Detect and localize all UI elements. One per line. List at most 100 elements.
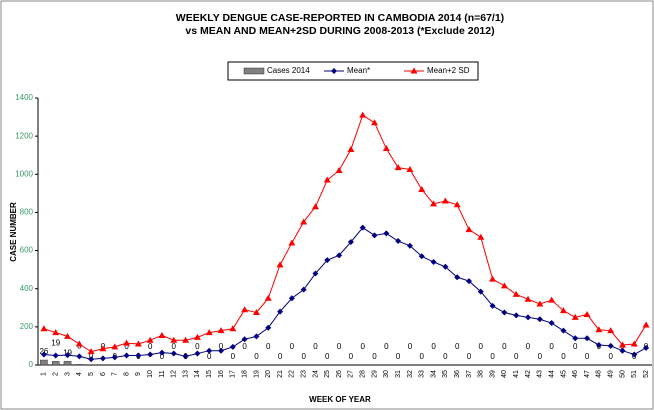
data-point: [158, 331, 166, 338]
data-label: 0: [431, 342, 436, 351]
data-label: 0: [396, 352, 401, 361]
x-tick-label: 44: [548, 370, 555, 378]
x-tick-label: 32: [407, 370, 414, 378]
data-point: [513, 312, 520, 319]
x-tick-label: 2: [53, 372, 60, 376]
data-point: [500, 282, 508, 289]
data-point: [182, 336, 190, 343]
x-tick-label: 29: [371, 370, 378, 378]
data-label: 0: [242, 342, 247, 351]
line: [43, 114, 647, 353]
data-point: [619, 347, 626, 354]
data-label: 0: [585, 352, 590, 361]
data-point: [406, 242, 413, 249]
data-point: [206, 347, 213, 354]
x-tick-label: 19: [253, 370, 260, 378]
x-tick-label: 45: [560, 370, 567, 378]
data-point: [584, 335, 591, 342]
data-point: [218, 347, 225, 354]
x-tick-label: 49: [608, 370, 615, 378]
data-point: [75, 340, 83, 347]
x-tick-label: 7: [112, 372, 119, 376]
data-point: [76, 353, 83, 360]
data-point: [595, 341, 602, 348]
bar: [40, 359, 48, 366]
data-point: [371, 232, 378, 239]
data-point: [335, 166, 343, 173]
data-point: [40, 325, 48, 332]
x-tick-label: 43: [537, 370, 544, 378]
x-tick-label: 25: [324, 370, 331, 378]
legend-box: [227, 61, 479, 81]
data-label: 0: [408, 342, 413, 351]
x-tick-label: 13: [182, 370, 189, 378]
x-tick-label: 16: [218, 370, 225, 378]
x-tick-label: 24: [312, 370, 319, 378]
data-point: [194, 350, 201, 357]
data-point: [418, 253, 425, 260]
data-label: 0: [490, 352, 495, 361]
x-tick-label: 17: [230, 370, 237, 378]
data-point: [265, 324, 272, 331]
data-point: [607, 327, 615, 334]
data-label: 0: [502, 342, 507, 351]
data-point: [441, 197, 449, 204]
x-axis-label: WEEK OF YEAR: [309, 395, 371, 404]
data-point: [300, 286, 307, 293]
data-point: [395, 238, 402, 245]
x-tick-label: 51: [631, 370, 638, 378]
data-point: [643, 344, 650, 351]
x-tick-label: 46: [572, 370, 579, 378]
data-label: 0: [479, 342, 484, 351]
data-point: [158, 349, 165, 356]
x-tick-label: 37: [466, 370, 473, 378]
y-tick-label: 600: [20, 246, 34, 255]
data-label: 0: [549, 342, 554, 351]
data-label: 19: [51, 338, 60, 347]
data-point: [454, 274, 461, 281]
data-point: [111, 343, 119, 350]
data-point: [631, 351, 638, 358]
data-point: [536, 316, 543, 323]
x-tick-label: 6: [100, 372, 107, 376]
x-tick-label: 39: [489, 370, 496, 378]
data-label: 0: [278, 352, 283, 361]
data-point: [410, 67, 418, 74]
data-label: 0: [455, 342, 460, 351]
data-label: 0: [325, 352, 330, 361]
data-point: [571, 313, 579, 320]
data-point: [512, 290, 520, 297]
data-point: [193, 333, 201, 340]
data-point: [642, 321, 650, 328]
data-point: [630, 340, 638, 347]
x-tick-label: 42: [525, 370, 532, 378]
data-point: [87, 348, 95, 355]
data-point: [489, 302, 496, 309]
data-point: [253, 333, 260, 340]
y-tick-label: 400: [20, 284, 34, 293]
x-tick-label: 20: [265, 370, 272, 378]
data-point: [52, 329, 60, 336]
x-tick-label: 11: [159, 370, 166, 377]
legend-label: Mean*: [347, 66, 370, 75]
legend-label: Cases 2014: [267, 66, 310, 75]
x-tick-label: 10: [147, 370, 154, 378]
data-label: 0: [148, 342, 153, 351]
data-label: 0: [561, 352, 566, 361]
y-tick-label: 1000: [15, 169, 33, 178]
x-tick-label: 14: [194, 370, 201, 378]
x-tick-label: 27: [348, 370, 355, 378]
data-label: 0: [160, 352, 165, 361]
data-label: 0: [608, 352, 613, 361]
data-label: 0: [526, 342, 531, 351]
data-point: [489, 275, 497, 282]
data-point: [312, 270, 319, 277]
x-tick-label: 33: [419, 370, 426, 378]
x-tick-label: 4: [76, 372, 83, 376]
x-tick-label: 36: [454, 370, 461, 378]
y-tick-label: 1200: [15, 131, 33, 140]
data-label: 0: [266, 342, 271, 351]
data-point: [583, 310, 591, 317]
data-label: 0: [420, 352, 425, 361]
